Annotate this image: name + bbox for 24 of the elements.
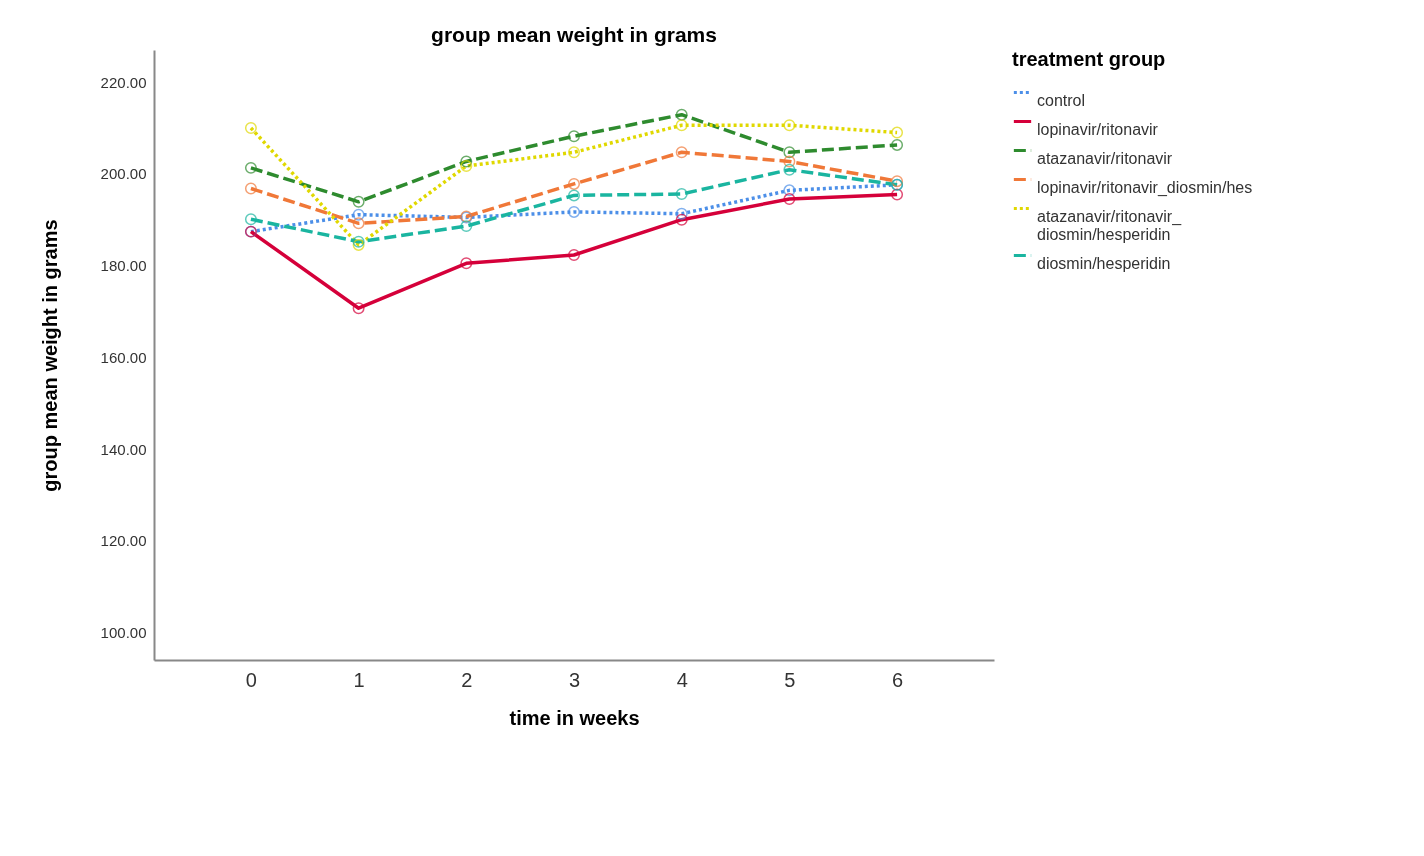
legend-label: lopinavir/ritonavir bbox=[1037, 120, 1159, 138]
x-tick-label: 0 bbox=[245, 668, 257, 691]
x-tick-label: 3 bbox=[568, 668, 581, 691]
legend-label: control bbox=[1037, 91, 1086, 109]
x-tick-label: 6 bbox=[892, 668, 904, 691]
x-tick-label: 1 bbox=[353, 668, 365, 691]
y-tick-label: 100.00 bbox=[100, 623, 147, 641]
x-tick-label: 5 bbox=[784, 668, 796, 691]
legend-label: atazanavir/ritonavir_ diosmin/hesperidin bbox=[1037, 207, 1183, 243]
x-tick-label: 4 bbox=[676, 668, 688, 691]
y-axis-title: group mean weight in grams bbox=[38, 219, 61, 492]
x-axis-title: time in weeks bbox=[509, 706, 640, 729]
legend-title: treatment group bbox=[1012, 48, 1166, 70]
legend-label: atazanavir/ritonavir bbox=[1037, 149, 1173, 167]
y-tick-label: 120.00 bbox=[100, 532, 147, 550]
y-tick-label: 180.00 bbox=[100, 257, 147, 275]
chart-title: group mean weight in grams bbox=[431, 23, 717, 46]
y-tick-label: 140.00 bbox=[100, 440, 147, 458]
y-tick-label: 200.00 bbox=[100, 165, 147, 183]
x-tick-label: 2 bbox=[461, 668, 473, 691]
legend-label: lopinavir/ritonavir_diosmin/hes bbox=[1037, 178, 1253, 197]
y-tick-label: 220.00 bbox=[100, 73, 147, 91]
y-tick-label: 160.00 bbox=[100, 348, 147, 366]
legend-label: diosmin/hesperidin bbox=[1037, 254, 1171, 272]
